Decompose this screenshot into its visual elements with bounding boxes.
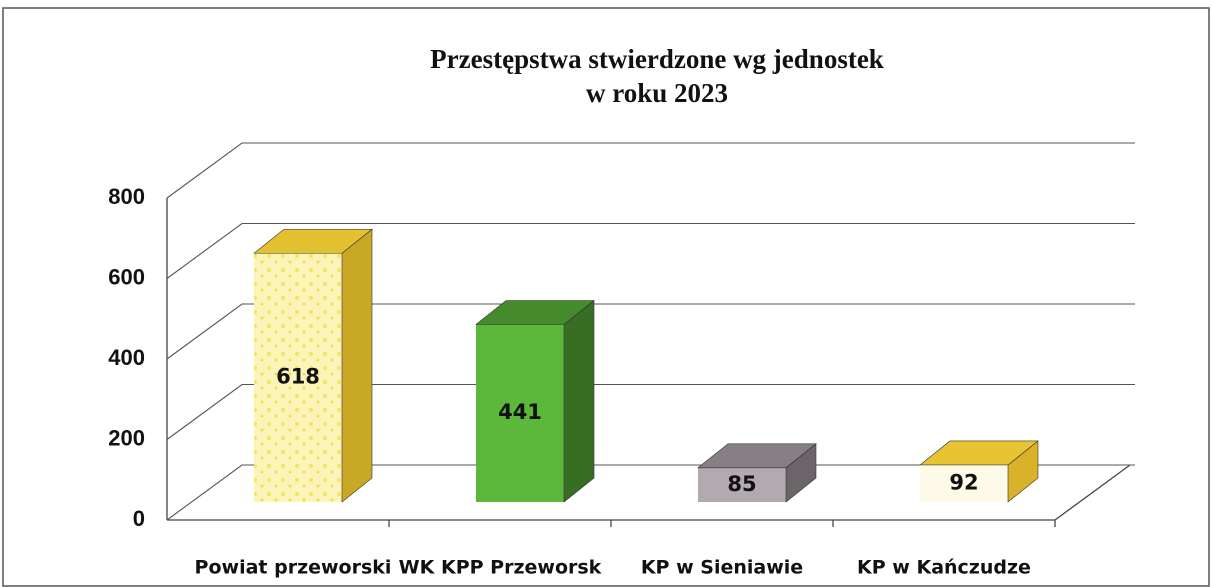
bar-top <box>919 440 1039 466</box>
y-tick-label: 600 <box>108 264 145 289</box>
value-label: 85 <box>727 472 756 496</box>
chart-title: w roku 2023 <box>586 78 728 108</box>
grid-line <box>166 142 1135 199</box>
bar-side <box>563 299 595 503</box>
x-tick-label: KP w Sieniawie <box>641 557 803 579</box>
bar-side <box>341 228 373 503</box>
y-tick-label: 0 <box>133 506 145 531</box>
bar-top <box>697 443 817 469</box>
x-tick-label: Powiat przeworski <box>195 557 392 579</box>
x-tick-label: WK KPP Przeworsk <box>399 557 602 579</box>
y-tick-label: 200 <box>108 425 145 450</box>
grid-line <box>166 383 1135 440</box>
y-tick-label: 400 <box>108 345 145 370</box>
value-label: 441 <box>498 400 542 424</box>
x-tick-label: KP w Kańczudze <box>857 557 1031 579</box>
y-tick-label: 800 <box>108 184 145 209</box>
grid-line <box>166 464 1135 521</box>
grid-line <box>166 303 1135 360</box>
grid-line <box>166 222 1135 279</box>
bar-texture <box>254 253 342 502</box>
value-label: 618 <box>276 365 320 389</box>
value-label: 92 <box>949 470 978 494</box>
bar-front <box>476 324 564 502</box>
bar-front <box>920 464 1008 502</box>
bar-top <box>475 300 595 325</box>
chart-title: Przestępstwa stwierdzone wg jednostek <box>430 44 884 74</box>
bar-top <box>253 228 373 254</box>
bar-front <box>698 467 786 502</box>
frame <box>2 7 1210 587</box>
